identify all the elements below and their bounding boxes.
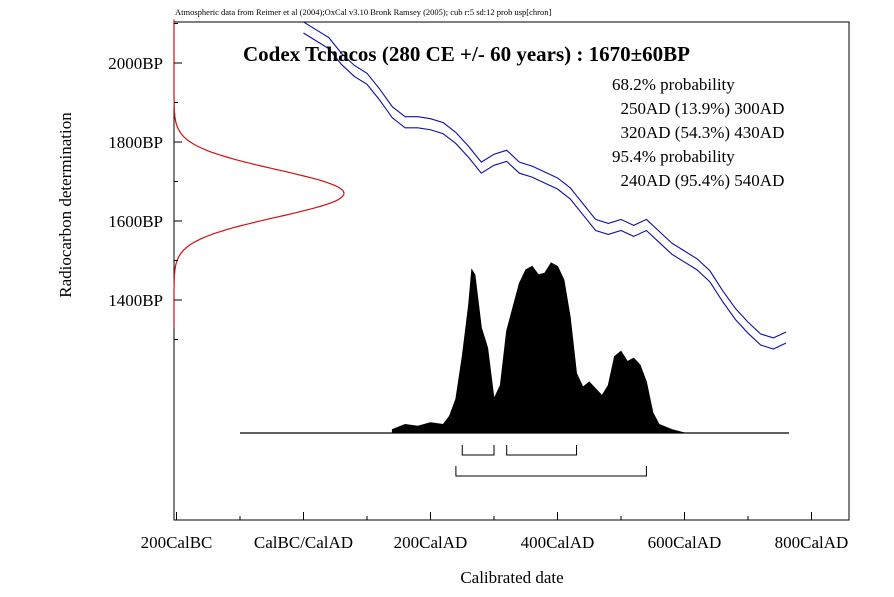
y-tick-label: 2000BP <box>108 54 163 73</box>
curve-upper-line <box>303 21 787 339</box>
range-68-bracket <box>506 445 578 456</box>
y-tick-label: 1600BP <box>108 212 163 231</box>
y-tick-label: 1800BP <box>108 133 163 152</box>
y-axis-label: Radiocarbon determination <box>56 112 75 298</box>
measurement-curve <box>173 19 345 328</box>
x-axis-label: Calibrated date <box>460 568 563 587</box>
range-brackets <box>455 445 647 477</box>
y-tick-label: 1400BP <box>108 291 163 310</box>
calibration-curve <box>303 21 787 350</box>
x-tick-label: 200CalAD <box>394 533 468 552</box>
plot-frame <box>173 21 850 521</box>
x-tick-label: 800CalAD <box>775 533 849 552</box>
posterior-area <box>391 262 685 434</box>
axes: 200CalBC CalBC/CalAD 200CalAD 400CalAD 600Ca… <box>108 23 849 552</box>
x-tick-label: CalBC/CalAD <box>254 533 353 552</box>
curve-lower-line <box>303 32 787 350</box>
x-tick-label: 200CalBC <box>141 533 213 552</box>
range-95-bracket <box>455 466 647 477</box>
probability-line: 68.2% probability <box>612 75 735 94</box>
x-tick-label: 400CalAD <box>521 533 595 552</box>
x-tick-label: 600CalAD <box>648 533 722 552</box>
range-68-bracket <box>461 445 495 456</box>
probability-line: 95.4% probability <box>612 147 735 166</box>
probability-line: 240AD (95.4%) 540AD <box>612 171 784 190</box>
header-note: Atmospheric data from Reimer et al (2004… <box>175 7 551 17</box>
chart-title: Codex Tchacos (280 CE +/- 60 years) : 16… <box>243 42 690 66</box>
probability-summary: 68.2% probability 250AD (13.9%) 300AD 32… <box>612 75 784 190</box>
measurement-distribution <box>173 19 345 328</box>
posterior-distribution <box>240 262 789 434</box>
probability-line: 320AD (54.3%) 430AD <box>612 123 784 142</box>
probability-line: 250AD (13.9%) 300AD <box>612 99 784 118</box>
